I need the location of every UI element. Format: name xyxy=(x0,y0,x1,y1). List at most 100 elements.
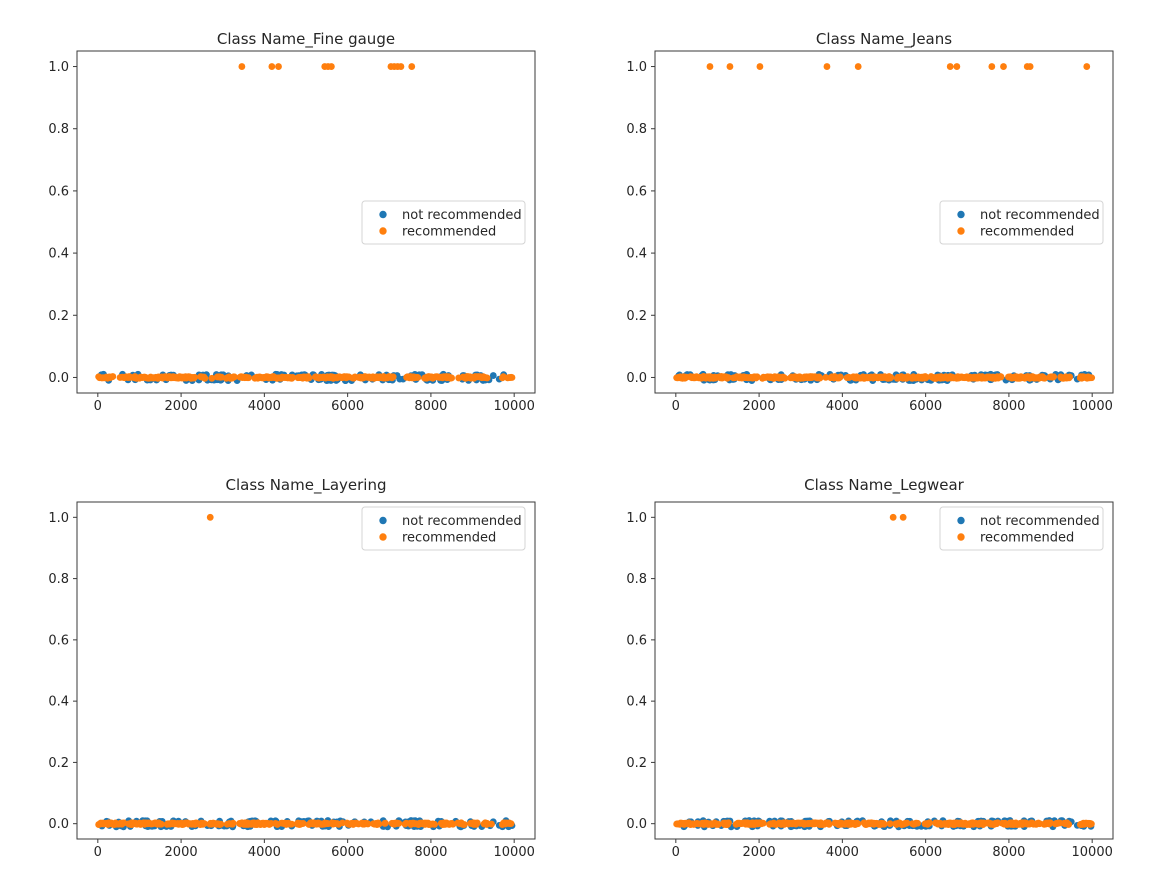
scatter-point-recommended xyxy=(206,513,214,521)
x-tick-label: 10000 xyxy=(1072,399,1113,414)
y-tick-label: 1.0 xyxy=(626,60,647,75)
y-tick-label: 1.0 xyxy=(48,60,69,75)
scatter-point-recommended xyxy=(157,820,165,828)
scatter-point-recommended xyxy=(756,63,764,70)
subplot-title-layering: Class Name_Layering xyxy=(225,476,387,494)
legend-box xyxy=(939,506,1104,551)
scatter-point-recommended xyxy=(880,820,888,828)
scatter-point-recommended xyxy=(488,820,495,828)
scatter-point-recommended xyxy=(231,373,238,381)
axes-frame xyxy=(76,501,536,840)
legend-marker-recommended-icon xyxy=(957,227,965,235)
scatter-point-recommended xyxy=(1088,820,1095,828)
scatter-point-recommended xyxy=(854,820,862,828)
x-tick-label: 8000 xyxy=(414,845,447,860)
legend-label: recommended xyxy=(980,531,1074,546)
scatter-point-recommended xyxy=(1066,373,1074,381)
scatter-point-recommended xyxy=(899,513,907,521)
legend-label: recommended xyxy=(980,225,1074,240)
scatter-point-recommended xyxy=(395,819,403,827)
y-tick-label: 0.4 xyxy=(626,247,647,262)
scatter-point-recommended xyxy=(816,374,824,382)
scatter-point-recommended xyxy=(208,374,216,382)
legend-marker-not_recommended-icon xyxy=(379,210,387,219)
legend-box xyxy=(361,506,526,551)
scatter-point-recommended xyxy=(408,63,416,70)
x-tick-label: 2000 xyxy=(743,845,776,860)
scatter-point-recommended xyxy=(997,373,1005,381)
scatter-point-recommended xyxy=(822,374,830,381)
legend-label: not recommended xyxy=(980,208,1100,223)
x-tick-label: 10000 xyxy=(494,845,535,860)
scatter-point-recommended xyxy=(397,63,405,70)
scatter-point-recommended xyxy=(946,63,954,70)
scatter-point-recommended xyxy=(507,820,515,828)
y-tick-label: 0.0 xyxy=(48,817,69,832)
y-tick-label: 0.2 xyxy=(48,756,69,771)
legend-label: recommended xyxy=(402,531,496,546)
x-tick-label: 2000 xyxy=(743,399,776,414)
legend-marker-not_recommended-icon xyxy=(379,516,387,525)
scatter-point-recommended xyxy=(922,374,930,382)
y-tick-label: 0.8 xyxy=(626,122,647,137)
scatter-point-recommended xyxy=(823,63,831,70)
x-tick-label: 6000 xyxy=(331,845,364,860)
legend-label: recommended xyxy=(402,225,496,240)
scatter-point-recommended xyxy=(714,821,722,828)
scatter-point-recommended xyxy=(886,820,894,828)
legend-marker-recommended-icon xyxy=(379,227,387,235)
scatter-point-recommended xyxy=(238,63,246,70)
x-tick-label: 8000 xyxy=(992,399,1025,414)
x-tick-label: 10000 xyxy=(1072,845,1113,860)
x-tick-label: 2000 xyxy=(165,845,198,860)
scatter-point-recommended xyxy=(364,820,372,828)
y-tick-label: 0.0 xyxy=(626,817,647,832)
scatter-point-recommended xyxy=(245,374,252,382)
scatter-point-recommended xyxy=(431,820,439,828)
x-tick-label: 6000 xyxy=(909,845,942,860)
scatter-point-recommended xyxy=(448,374,455,382)
axes-frame xyxy=(654,501,1114,840)
scatter-point-recommended xyxy=(1065,821,1073,828)
x-tick-label: 4000 xyxy=(826,845,859,860)
scatter-point-not-recommended xyxy=(489,372,497,379)
scatter-point-recommended xyxy=(759,819,767,827)
x-tick-label: 0 xyxy=(94,845,102,860)
scatter-point-recommended xyxy=(781,374,789,382)
scatter-point-recommended xyxy=(1088,374,1096,382)
y-tick-label: 0.6 xyxy=(48,184,69,199)
legend-label: not recommended xyxy=(980,514,1100,529)
y-tick-label: 0.2 xyxy=(48,309,69,324)
y-tick-label: 0.6 xyxy=(48,633,69,648)
scatter-point-recommended xyxy=(903,819,911,827)
scatter-point-recommended xyxy=(229,819,237,827)
y-tick-label: 0.2 xyxy=(626,756,647,771)
x-tick-label: 10000 xyxy=(494,399,535,414)
x-tick-label: 2000 xyxy=(165,399,198,414)
scatter-point-recommended xyxy=(289,373,297,381)
scatter-point-recommended xyxy=(1041,374,1049,382)
axes-frame xyxy=(76,50,536,394)
scatter-point-recommended xyxy=(926,819,933,827)
subplot-title-jeans: Class Name_Jeans xyxy=(815,30,953,48)
x-tick-label: 4000 xyxy=(248,399,281,414)
y-tick-label: 0.0 xyxy=(626,371,647,386)
x-tick-label: 0 xyxy=(672,845,680,860)
legend-box xyxy=(939,200,1104,245)
y-tick-label: 0.0 xyxy=(48,371,69,386)
legend-label: not recommended xyxy=(402,208,522,223)
scatter-point-recommended xyxy=(460,821,468,828)
scatter-point-recommended xyxy=(414,374,422,381)
scatter-point-recommended xyxy=(473,819,481,827)
y-tick-label: 0.6 xyxy=(626,633,647,648)
scatter-point-recommended xyxy=(724,374,732,381)
scatter-point-recommended xyxy=(288,820,296,828)
legend-box xyxy=(361,200,526,245)
scatter-point-recommended xyxy=(753,373,761,381)
scatter-point-recommended xyxy=(706,63,714,70)
scatter-point-recommended xyxy=(1026,63,1034,70)
x-tick-label: 0 xyxy=(94,399,102,414)
y-tick-label: 0.4 xyxy=(48,247,69,262)
